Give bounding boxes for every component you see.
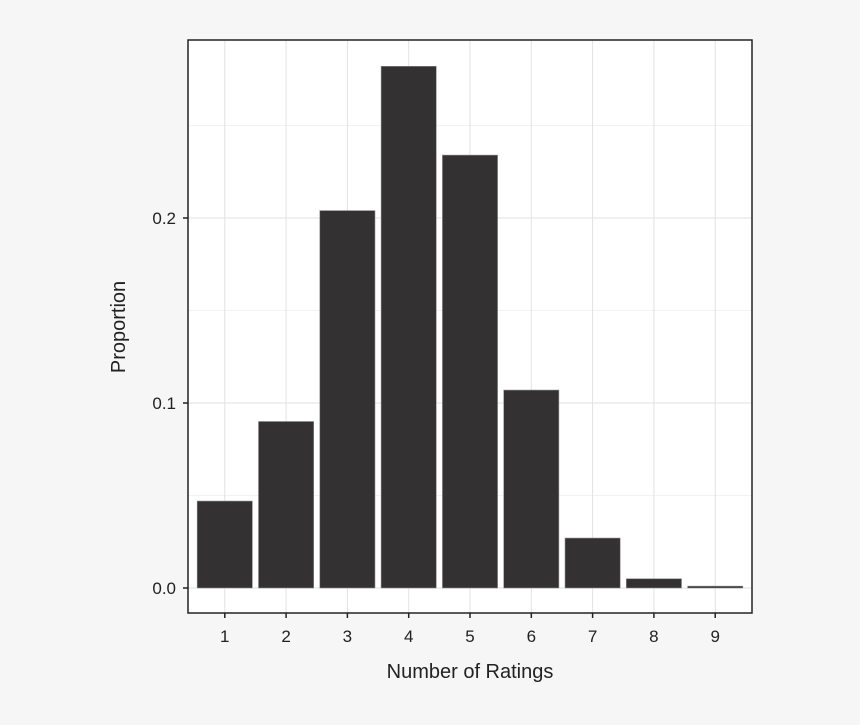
bar-2	[258, 421, 314, 589]
bar-5	[442, 154, 498, 589]
x-tick-label: 6	[527, 627, 536, 646]
bar-4	[380, 66, 437, 589]
x-axis-title: Number of Ratings	[387, 661, 554, 683]
x-tick-label: 5	[465, 627, 474, 646]
x-tick-label: 7	[588, 627, 597, 646]
x-tick-label: 4	[404, 627, 413, 646]
y-tick-label: 0.1	[152, 394, 176, 413]
bar-1	[196, 500, 253, 589]
y-tick-label: 0.0	[152, 579, 176, 598]
y-tick-label: 0.2	[152, 209, 176, 228]
x-tick-label: 9	[710, 627, 719, 646]
bars	[196, 66, 744, 589]
bar-7	[564, 537, 621, 589]
x-tick-label: 8	[649, 627, 658, 646]
bar-9	[687, 585, 744, 589]
x-axis: 1 2 3 4 5 6 7 8 9	[220, 613, 720, 646]
y-axis-title: Proportion	[108, 281, 130, 373]
bar-8	[626, 578, 682, 589]
x-tick-label: 3	[343, 627, 352, 646]
x-tick-label: 1	[220, 627, 229, 646]
x-tick-label: 2	[281, 627, 290, 646]
bar-3	[319, 210, 376, 589]
bar-6	[503, 389, 560, 589]
y-axis: 0.0 0.1 0.2	[152, 209, 188, 598]
